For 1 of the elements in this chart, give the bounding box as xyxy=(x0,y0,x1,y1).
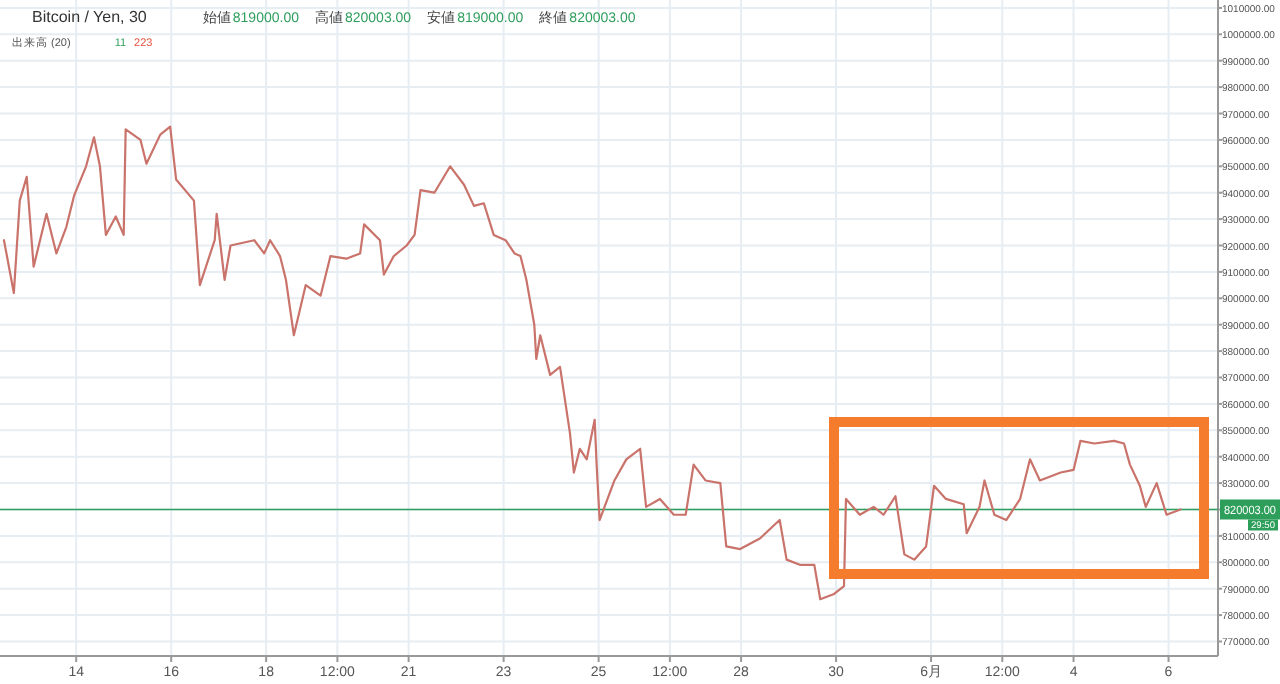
text: Bitcoin / Yen, 30 xyxy=(32,8,148,26)
